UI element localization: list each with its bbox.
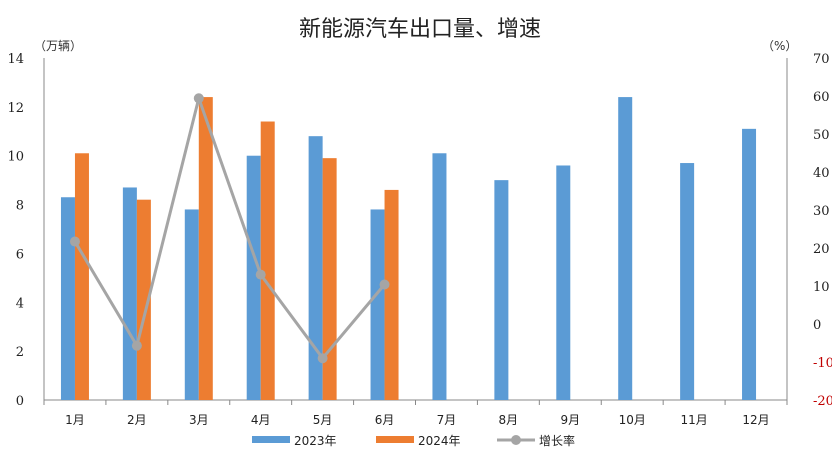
bar-2023年-6月 — [370, 209, 385, 400]
legend-label-增长率: 增长率 — [539, 433, 575, 448]
x-tick-label: 3月 — [189, 413, 209, 427]
bar-2023年-9月 — [556, 165, 571, 400]
plot-area: 0 2 4 6 8 10 12 14 -20 -10 0 10 20 30 40 50 60 70 1月 2月 3月 4月… — [7, 52, 832, 427]
x-tick-label: 11月 — [680, 413, 707, 427]
left-tick-label: 14 — [7, 52, 24, 67]
left-tick-label: 12 — [7, 101, 24, 116]
bar-2024年-2月 — [136, 199, 151, 400]
x-tick-label: 10月 — [619, 413, 646, 427]
bar-2024年-1月 — [74, 153, 89, 400]
x-tick-label: 8月 — [499, 413, 519, 427]
bar-2024年-5月 — [322, 158, 337, 400]
point-增长率-5 — [379, 279, 390, 290]
bar-2023年-7月 — [432, 153, 447, 400]
x-tick-label: 1月 — [65, 413, 85, 427]
bar-2024年-6月 — [384, 189, 399, 400]
bar-2023年-3月 — [184, 209, 199, 400]
point-增长率-0 — [69, 236, 80, 247]
left-axis-unit: （万辆） — [34, 39, 82, 53]
left-tick-label: 10 — [7, 150, 24, 165]
legend: 2023年 2024年 增长率 — [252, 433, 575, 448]
x-tick-label: 2月 — [127, 413, 147, 427]
point-增长率-1 — [131, 340, 142, 351]
x-tick-label: 7月 — [437, 413, 457, 427]
right-tick-label: 10 — [813, 280, 830, 295]
point-增长率-3 — [255, 269, 266, 280]
x-tick-label: 5月 — [313, 413, 333, 427]
bar-2023年-11月 — [680, 163, 695, 400]
right-tick-label: 40 — [813, 166, 830, 181]
right-tick-label: -20 — [813, 394, 832, 409]
right-tick-label: 30 — [813, 204, 830, 219]
right-tick-label: 60 — [813, 90, 830, 105]
point-增长率-2 — [193, 93, 204, 104]
bar-2024年-3月 — [198, 97, 213, 400]
bar-2024年-4月 — [260, 121, 275, 400]
x-tick-label: 4月 — [251, 413, 271, 427]
legend-label-2023年: 2023年 — [294, 434, 337, 448]
left-tick-label: 4 — [16, 296, 24, 311]
left-tick-label: 2 — [16, 345, 24, 360]
bar-2023年-12月 — [742, 128, 757, 401]
x-tick-label: 6月 — [375, 413, 395, 427]
right-tick-label: 50 — [813, 128, 830, 143]
bar-2023年-2月 — [122, 187, 137, 400]
right-tick-label: 0 — [813, 318, 821, 333]
point-增长率-4 — [317, 353, 328, 364]
left-tick-label: 6 — [16, 247, 24, 262]
bar-2023年-1月 — [60, 197, 75, 400]
right-tick-label: 70 — [813, 52, 830, 67]
bar-2023年-4月 — [246, 155, 261, 400]
right-tick-label: 20 — [813, 242, 830, 257]
x-tick-label: 12月 — [742, 413, 769, 427]
legend-label-2024年: 2024年 — [418, 434, 461, 448]
bar-2023年-5月 — [308, 136, 323, 400]
line-增长率 — [73, 96, 386, 360]
left-tick-label: 8 — [16, 199, 24, 214]
right-tick-label: -10 — [813, 356, 832, 371]
left-tick-label: 0 — [16, 394, 24, 409]
chart-title: 新能源汽车出口量、增速 — [299, 17, 541, 42]
x-tick-label: 9月 — [560, 413, 580, 427]
legend-swatch-2024年 — [376, 436, 414, 443]
bar-2023年-8月 — [494, 180, 509, 400]
right-axis-unit: （%） — [762, 39, 797, 53]
legend-swatch-2023年 — [252, 436, 290, 443]
legend-marker-增长率 — [511, 435, 521, 445]
bar-2023年-10月 — [618, 97, 633, 400]
